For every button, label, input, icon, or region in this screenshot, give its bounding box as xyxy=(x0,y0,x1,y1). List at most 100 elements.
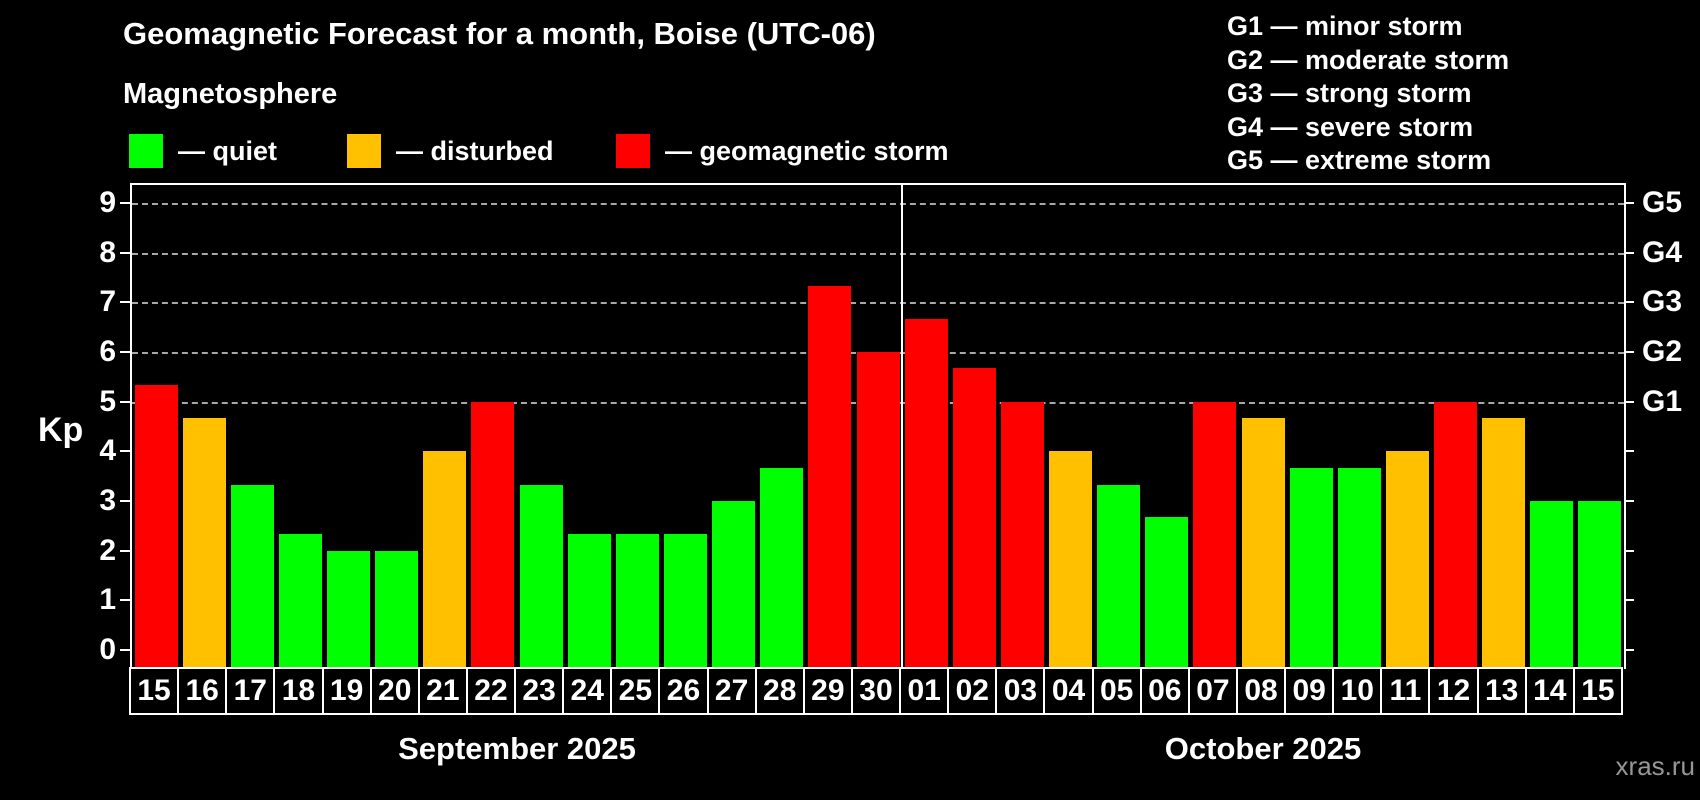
y-axis-label-8: 8 xyxy=(99,235,116,269)
kp-bar-day-24-sep xyxy=(567,534,611,669)
right-axis-label-g2: G2 xyxy=(1642,335,1683,369)
day-cell-09-oct: 09 xyxy=(1284,667,1335,715)
g-scale-legend: G1 — minor storm G2 — moderate storm G3 … xyxy=(1227,10,1509,178)
y-axis-label-5: 5 xyxy=(99,384,116,418)
kp-bar-day-27-sep xyxy=(712,501,756,669)
y-axis-label-0: 0 xyxy=(99,633,116,666)
y-axis-title-kp: Kp xyxy=(38,411,84,449)
day-cell-26-sep: 26 xyxy=(658,667,709,715)
y-axis-label-6: 6 xyxy=(99,335,116,369)
kp-bar-day-15-oct xyxy=(1578,501,1622,669)
day-cell-22-sep: 22 xyxy=(465,667,517,715)
kp-bar-day-12-oct xyxy=(1434,401,1478,669)
right-axis-tick-2 xyxy=(1624,549,1634,552)
right-axis-tick-8 xyxy=(1624,251,1634,254)
day-cell-07-oct: 07 xyxy=(1187,667,1238,715)
left-axis-tick-0 xyxy=(120,649,130,651)
right-axis-tick-9 xyxy=(1624,202,1634,205)
day-cell-12-oct: 12 xyxy=(1428,667,1479,715)
day-cell-04-oct: 04 xyxy=(1043,667,1094,715)
plot-area xyxy=(130,183,1626,669)
legend-item-quiet: — quiet xyxy=(129,134,277,168)
kp-bar-day-26-sep xyxy=(663,534,707,669)
y-axis-label-4: 4 xyxy=(99,434,116,468)
kp-bar-day-25-sep xyxy=(615,534,659,669)
kp-bar-day-05-oct xyxy=(1097,484,1141,669)
month-label-october: October 2025 xyxy=(1164,731,1362,766)
watermark-xras: xras.ru xyxy=(1615,751,1695,781)
day-cell-01-oct: 01 xyxy=(899,667,950,715)
kp-bar-day-18-sep xyxy=(278,534,322,669)
month-boundary-line xyxy=(901,185,904,669)
day-cell-18-sep: 18 xyxy=(273,667,324,715)
kp-bar-day-13-oct xyxy=(1482,418,1526,669)
kp-bar-day-11-oct xyxy=(1385,451,1429,669)
kp-bar-day-01-oct xyxy=(904,318,948,669)
day-cell-23-sep: 23 xyxy=(514,667,565,715)
storm-color-swatch xyxy=(616,134,650,168)
y-axis-label-1: 1 xyxy=(99,583,116,617)
subtitle-magnetosphere: Magnetosphere xyxy=(123,78,338,110)
day-cell-08-oct: 08 xyxy=(1235,667,1287,715)
y-axis-label-3: 3 xyxy=(99,484,116,518)
day-cell-29-sep: 29 xyxy=(802,667,853,715)
legend-label-disturbed: — disturbed xyxy=(396,136,554,166)
y-axis-label-2: 2 xyxy=(99,533,116,567)
kp-bar-day-22-sep xyxy=(471,401,515,669)
kp-bar-day-04-oct xyxy=(1049,451,1093,669)
kp-bar-day-20-sep xyxy=(375,550,419,669)
kp-bar-day-06-oct xyxy=(1145,517,1189,669)
g-legend-line-g4: G4 — severe storm xyxy=(1227,111,1474,142)
left-axis-tick-2 xyxy=(120,549,130,552)
kp-bar-day-30-sep xyxy=(856,352,900,669)
day-cell-02-oct: 02 xyxy=(947,667,998,715)
quiet-color-swatch xyxy=(129,134,163,168)
kp-bar-day-03-oct xyxy=(1000,401,1044,669)
left-axis-tick-1 xyxy=(120,599,130,602)
day-cell-15-sep: 15 xyxy=(129,667,180,715)
g-legend-line-g5: G5 — extreme storm xyxy=(1227,145,1492,175)
left-axis-tick-4 xyxy=(120,450,130,453)
y-axis-label-9: 9 xyxy=(99,186,116,220)
day-cell-06-oct: 06 xyxy=(1139,667,1190,715)
kp-bar-day-17-sep xyxy=(230,484,274,669)
gridline-kp-8 xyxy=(132,252,1624,255)
kp-bar-day-07-oct xyxy=(1193,401,1237,669)
gridline-kp-7 xyxy=(132,302,1624,305)
day-cell-17-sep: 17 xyxy=(225,667,276,715)
kp-bar-day-16-sep xyxy=(182,418,226,669)
right-axis-label-g5: G5 xyxy=(1642,186,1683,220)
kp-bar-day-09-oct xyxy=(1289,467,1333,669)
legend-label-storm: — geomagnetic storm xyxy=(665,136,949,166)
kp-bar-day-29-sep xyxy=(808,286,852,669)
g-legend-line-g2: G2 — moderate storm xyxy=(1227,44,1510,75)
kp-bar-day-23-sep xyxy=(519,484,563,669)
right-axis-tick-1 xyxy=(1624,599,1634,602)
disturbed-color-swatch xyxy=(347,134,381,168)
day-cell-11-oct: 11 xyxy=(1380,667,1431,715)
kp-bar-day-21-sep xyxy=(423,451,467,669)
gridline-kp-9 xyxy=(132,203,1624,206)
kp-bar-day-10-oct xyxy=(1337,467,1381,669)
left-axis-tick-8 xyxy=(120,251,130,254)
left-axis-tick-5 xyxy=(120,400,130,403)
legend-label-quiet: — quiet xyxy=(178,136,277,166)
left-axis-tick-6 xyxy=(120,351,130,354)
right-axis-label-g1: G1 xyxy=(1642,384,1683,418)
right-axis-tick-5 xyxy=(1624,400,1634,403)
kp-bar-day-02-oct xyxy=(952,368,996,669)
legend-item-storm: — geomagnetic storm xyxy=(616,134,949,168)
day-cell-14-oct: 14 xyxy=(1524,667,1575,715)
left-axis-tick-3 xyxy=(120,500,130,503)
day-cell-03-oct: 03 xyxy=(995,667,1046,715)
right-axis-label-g3: G3 xyxy=(1642,285,1683,319)
y-axis-label-7: 7 xyxy=(99,285,116,319)
legend-item-disturbed: — disturbed xyxy=(347,134,554,168)
kp-bar-day-28-sep xyxy=(760,467,804,669)
day-cell-16-sep: 16 xyxy=(177,667,228,715)
left-axis-tick-7 xyxy=(120,301,130,304)
page-title: Geomagnetic Forecast for a month, Boise … xyxy=(123,16,876,51)
day-label-row: 15 16 17 18 19 20 21 22 23 24 25 26 27 28 29 30 01 02 03 04… xyxy=(129,667,1624,717)
g-legend-line-g1: G1 — minor storm xyxy=(1227,11,1463,41)
right-axis-label-g4: G4 xyxy=(1642,235,1683,269)
